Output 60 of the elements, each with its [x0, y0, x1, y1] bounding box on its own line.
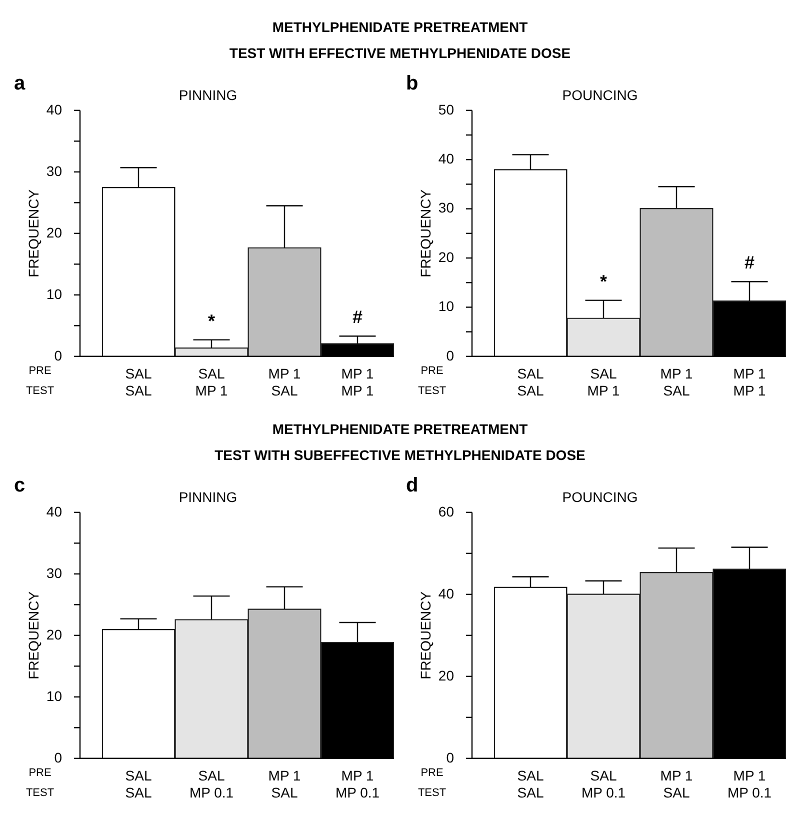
- x-tick-label: MP 1 SAL: [268, 768, 301, 800]
- annotation: *: [600, 271, 608, 292]
- y-tick-label: 30: [438, 200, 454, 216]
- y-tick-label: 50: [438, 101, 454, 118]
- x-axis-title: PRE TEST: [418, 364, 446, 397]
- text: METHYLPHENIDATE PRETREATMENT: [271, 18, 529, 37]
- x-tick-label: MP 1 MP 0.1: [335, 768, 380, 800]
- x-tick-label: MP 1 SAL: [268, 366, 301, 398]
- y-tick-label: 0: [446, 347, 454, 364]
- y-tick-label: 10: [438, 298, 454, 314]
- annotation: #: [744, 252, 755, 273]
- chart-title: PINNING: [178, 488, 238, 505]
- y-tick-label: 10: [46, 688, 62, 704]
- y-tick-label: 20: [438, 248, 454, 265]
- y-tick-label: 20: [46, 626, 62, 642]
- x-tick-label: SAL MP 1: [587, 366, 620, 398]
- y-axis-title: FREQUENCY: [417, 590, 434, 680]
- y-tick-label: 30: [46, 564, 62, 581]
- text: d: [406, 474, 418, 497]
- x-axis-title: PRE TEST: [26, 766, 54, 799]
- y-axis-title: FREQUENCY: [25, 590, 42, 680]
- x-tick-label: SAL SAL: [125, 768, 152, 800]
- x-tick-label: SAL SAL: [125, 366, 152, 398]
- y-tick-label: 40: [438, 585, 454, 602]
- x-axis-title: PRE TEST: [418, 766, 446, 799]
- y-tick-label: 0: [54, 749, 62, 766]
- x-tick-label: SAL SAL: [517, 768, 544, 800]
- y-tick-label: 20: [438, 667, 454, 684]
- x-tick-label: MP 1 MP 1: [341, 366, 374, 398]
- y-tick-label: 0: [446, 749, 454, 766]
- annotation: #: [352, 307, 363, 328]
- text: a: [14, 72, 26, 95]
- y-axis-title: FREQUENCY: [417, 188, 434, 278]
- text: b: [406, 72, 418, 95]
- annotation: *: [208, 310, 216, 331]
- x-tick-label: MP 1 SAL: [660, 366, 693, 398]
- x-tick-label: SAL MP 1: [195, 366, 228, 398]
- text: TEST WITH SUBEFFECTIVE METHYLPHENIDATE DOSE: [214, 446, 586, 465]
- x-tick-label: SAL MP 0.1: [189, 768, 234, 800]
- x-tick-label: MP 1 MP 1: [733, 366, 766, 398]
- y-tick-label: 0: [54, 347, 62, 364]
- y-tick-label: 40: [438, 150, 454, 166]
- x-tick-label: MP 1 SAL: [660, 768, 693, 800]
- x-axis-title: PRE TEST: [26, 364, 54, 397]
- text: METHYLPHENIDATE PRETREATMENT: [271, 420, 529, 439]
- y-tick-label: 20: [46, 224, 62, 240]
- y-tick-label: 10: [46, 286, 62, 302]
- x-tick-label: MP 1 MP 0.1: [727, 768, 772, 800]
- x-tick-label: SAL SAL: [517, 366, 544, 398]
- chart-title: PINNING: [178, 86, 238, 103]
- y-tick-label: 40: [46, 503, 62, 520]
- y-tick-label: 60: [438, 503, 454, 520]
- y-axis-title: FREQUENCY: [25, 188, 42, 278]
- y-tick-label: 30: [46, 162, 62, 179]
- chart-title: POUNCING: [562, 488, 638, 505]
- text: c: [14, 474, 26, 497]
- text: TEST WITH EFFECTIVE METHYLPHENIDATE DOSE: [228, 44, 572, 63]
- x-tick-label: SAL MP 0.1: [581, 768, 626, 800]
- y-tick-label: 40: [46, 101, 62, 118]
- chart-title: POUNCING: [562, 86, 638, 103]
